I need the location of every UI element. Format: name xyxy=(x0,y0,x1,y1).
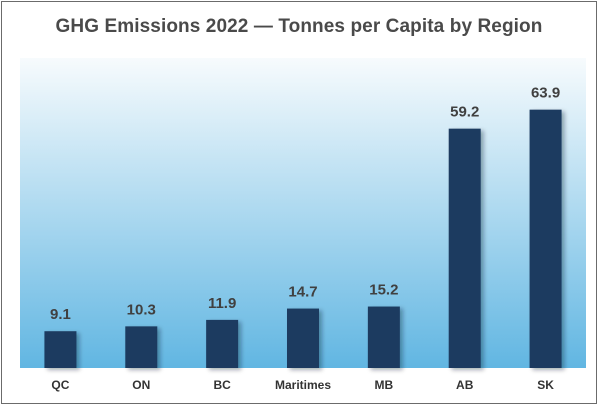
x-tick-label-on: ON xyxy=(132,378,150,392)
data-label-mb: 15.2 xyxy=(369,282,398,299)
data-label-qc: 9.1 xyxy=(50,306,71,323)
bar-maritimes xyxy=(287,308,319,368)
data-label-on: 10.3 xyxy=(127,301,156,318)
x-tick-label-qc: QC xyxy=(51,378,69,392)
bar-bc xyxy=(206,319,239,368)
data-label-sk: 63.9 xyxy=(531,85,560,102)
chart-title: GHG Emissions 2022 — Tonnes per Capita b… xyxy=(55,16,543,37)
bar-qc xyxy=(44,331,77,368)
data-label-maritimes: 14.7 xyxy=(288,284,317,301)
bar-sk xyxy=(529,109,562,368)
x-tick-label-mb: MB xyxy=(375,378,394,392)
data-label-bc: 11.9 xyxy=(208,295,236,312)
x-tick-label-maritimes: Maritimes xyxy=(275,378,331,392)
bar-ab xyxy=(448,128,481,368)
x-tick-label-sk: SK xyxy=(537,378,554,392)
x-tick-label-bc: BC xyxy=(213,378,231,392)
bar-on xyxy=(125,326,158,368)
x-tick-label-ab: AB xyxy=(456,378,474,392)
bar-mb xyxy=(367,306,400,368)
data-label-ab: 59.2 xyxy=(450,104,479,121)
